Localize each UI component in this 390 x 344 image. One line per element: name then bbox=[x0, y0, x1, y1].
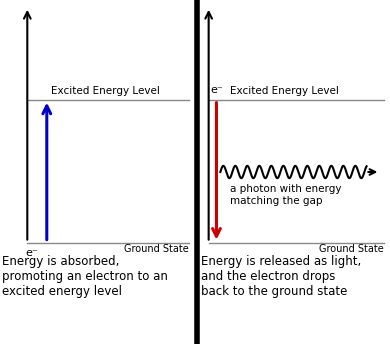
Text: Energy is released as light,
and the electron drops
back to the ground state: Energy is released as light, and the ele… bbox=[201, 255, 361, 298]
Text: Excited Energy Level: Excited Energy Level bbox=[51, 86, 160, 96]
Text: e⁻: e⁻ bbox=[25, 248, 38, 258]
Text: Energy is absorbed,
promoting an electron to an
excited energy level: Energy is absorbed, promoting an electro… bbox=[2, 255, 168, 298]
Text: Ground State: Ground State bbox=[319, 244, 384, 254]
Text: e⁻: e⁻ bbox=[211, 85, 223, 95]
Text: Excited Energy Level: Excited Energy Level bbox=[230, 86, 339, 96]
Text: a photon with energy
matching the gap: a photon with energy matching the gap bbox=[230, 184, 342, 206]
Text: Ground State: Ground State bbox=[124, 244, 189, 254]
